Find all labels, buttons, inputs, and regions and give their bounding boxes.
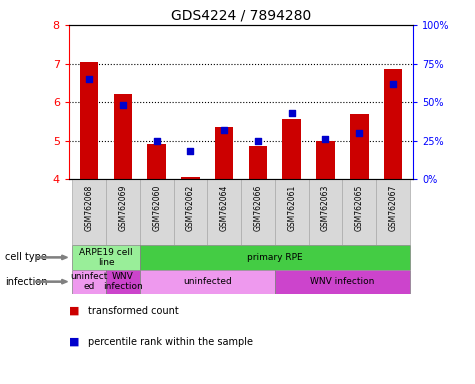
Bar [376, 179, 410, 245]
Text: GSM762066: GSM762066 [254, 184, 263, 231]
Bar [207, 179, 241, 245]
Bar [140, 270, 275, 294]
Text: GSM762064: GSM762064 [219, 184, 228, 231]
Text: transformed count: transformed count [88, 306, 179, 316]
Bar [215, 127, 234, 179]
Bar [140, 179, 173, 245]
Text: uninfect
ed: uninfect ed [70, 272, 108, 291]
Bar [72, 245, 140, 270]
Point [119, 102, 127, 108]
Text: GSM762065: GSM762065 [355, 184, 364, 231]
Bar [350, 114, 369, 179]
Text: primary RPE: primary RPE [247, 253, 303, 262]
Text: ARPE19 cell
line: ARPE19 cell line [79, 248, 133, 267]
Point [389, 81, 397, 87]
Text: cell type: cell type [5, 252, 47, 262]
Bar [181, 177, 200, 179]
Text: GSM762061: GSM762061 [287, 184, 296, 231]
Point [254, 137, 262, 144]
Text: uninfected: uninfected [183, 277, 232, 286]
Point [355, 130, 363, 136]
Bar [140, 245, 410, 270]
Text: GSM762068: GSM762068 [85, 184, 94, 231]
Bar [248, 146, 267, 179]
Bar [275, 270, 410, 294]
Text: GSM762063: GSM762063 [321, 184, 330, 231]
Text: WNV
infection: WNV infection [103, 272, 143, 291]
Point [153, 137, 161, 144]
Bar [147, 144, 166, 179]
Bar [316, 141, 335, 179]
Text: GSM762069: GSM762069 [118, 184, 127, 231]
Bar [114, 94, 132, 179]
Text: GSM762060: GSM762060 [152, 184, 161, 231]
Bar [173, 179, 207, 245]
Bar [384, 69, 402, 179]
Point [322, 136, 329, 142]
Point [187, 148, 194, 154]
Bar [72, 179, 106, 245]
Text: ■: ■ [69, 306, 79, 316]
Point [220, 127, 228, 133]
Text: GSM762067: GSM762067 [389, 184, 398, 231]
Point [288, 110, 295, 116]
Text: percentile rank within the sample: percentile rank within the sample [88, 337, 253, 347]
Text: infection: infection [5, 276, 47, 286]
Bar [72, 270, 106, 294]
Bar [342, 179, 376, 245]
Bar [80, 61, 98, 179]
Text: GSM762062: GSM762062 [186, 184, 195, 231]
Text: ■: ■ [69, 337, 79, 347]
Bar [106, 270, 140, 294]
Bar [283, 119, 301, 179]
Point [86, 76, 93, 82]
Text: WNV infection: WNV infection [310, 277, 374, 286]
Bar [106, 179, 140, 245]
Bar [309, 179, 342, 245]
Bar [241, 179, 275, 245]
Bar [275, 179, 309, 245]
Title: GDS4224 / 7894280: GDS4224 / 7894280 [171, 8, 311, 22]
